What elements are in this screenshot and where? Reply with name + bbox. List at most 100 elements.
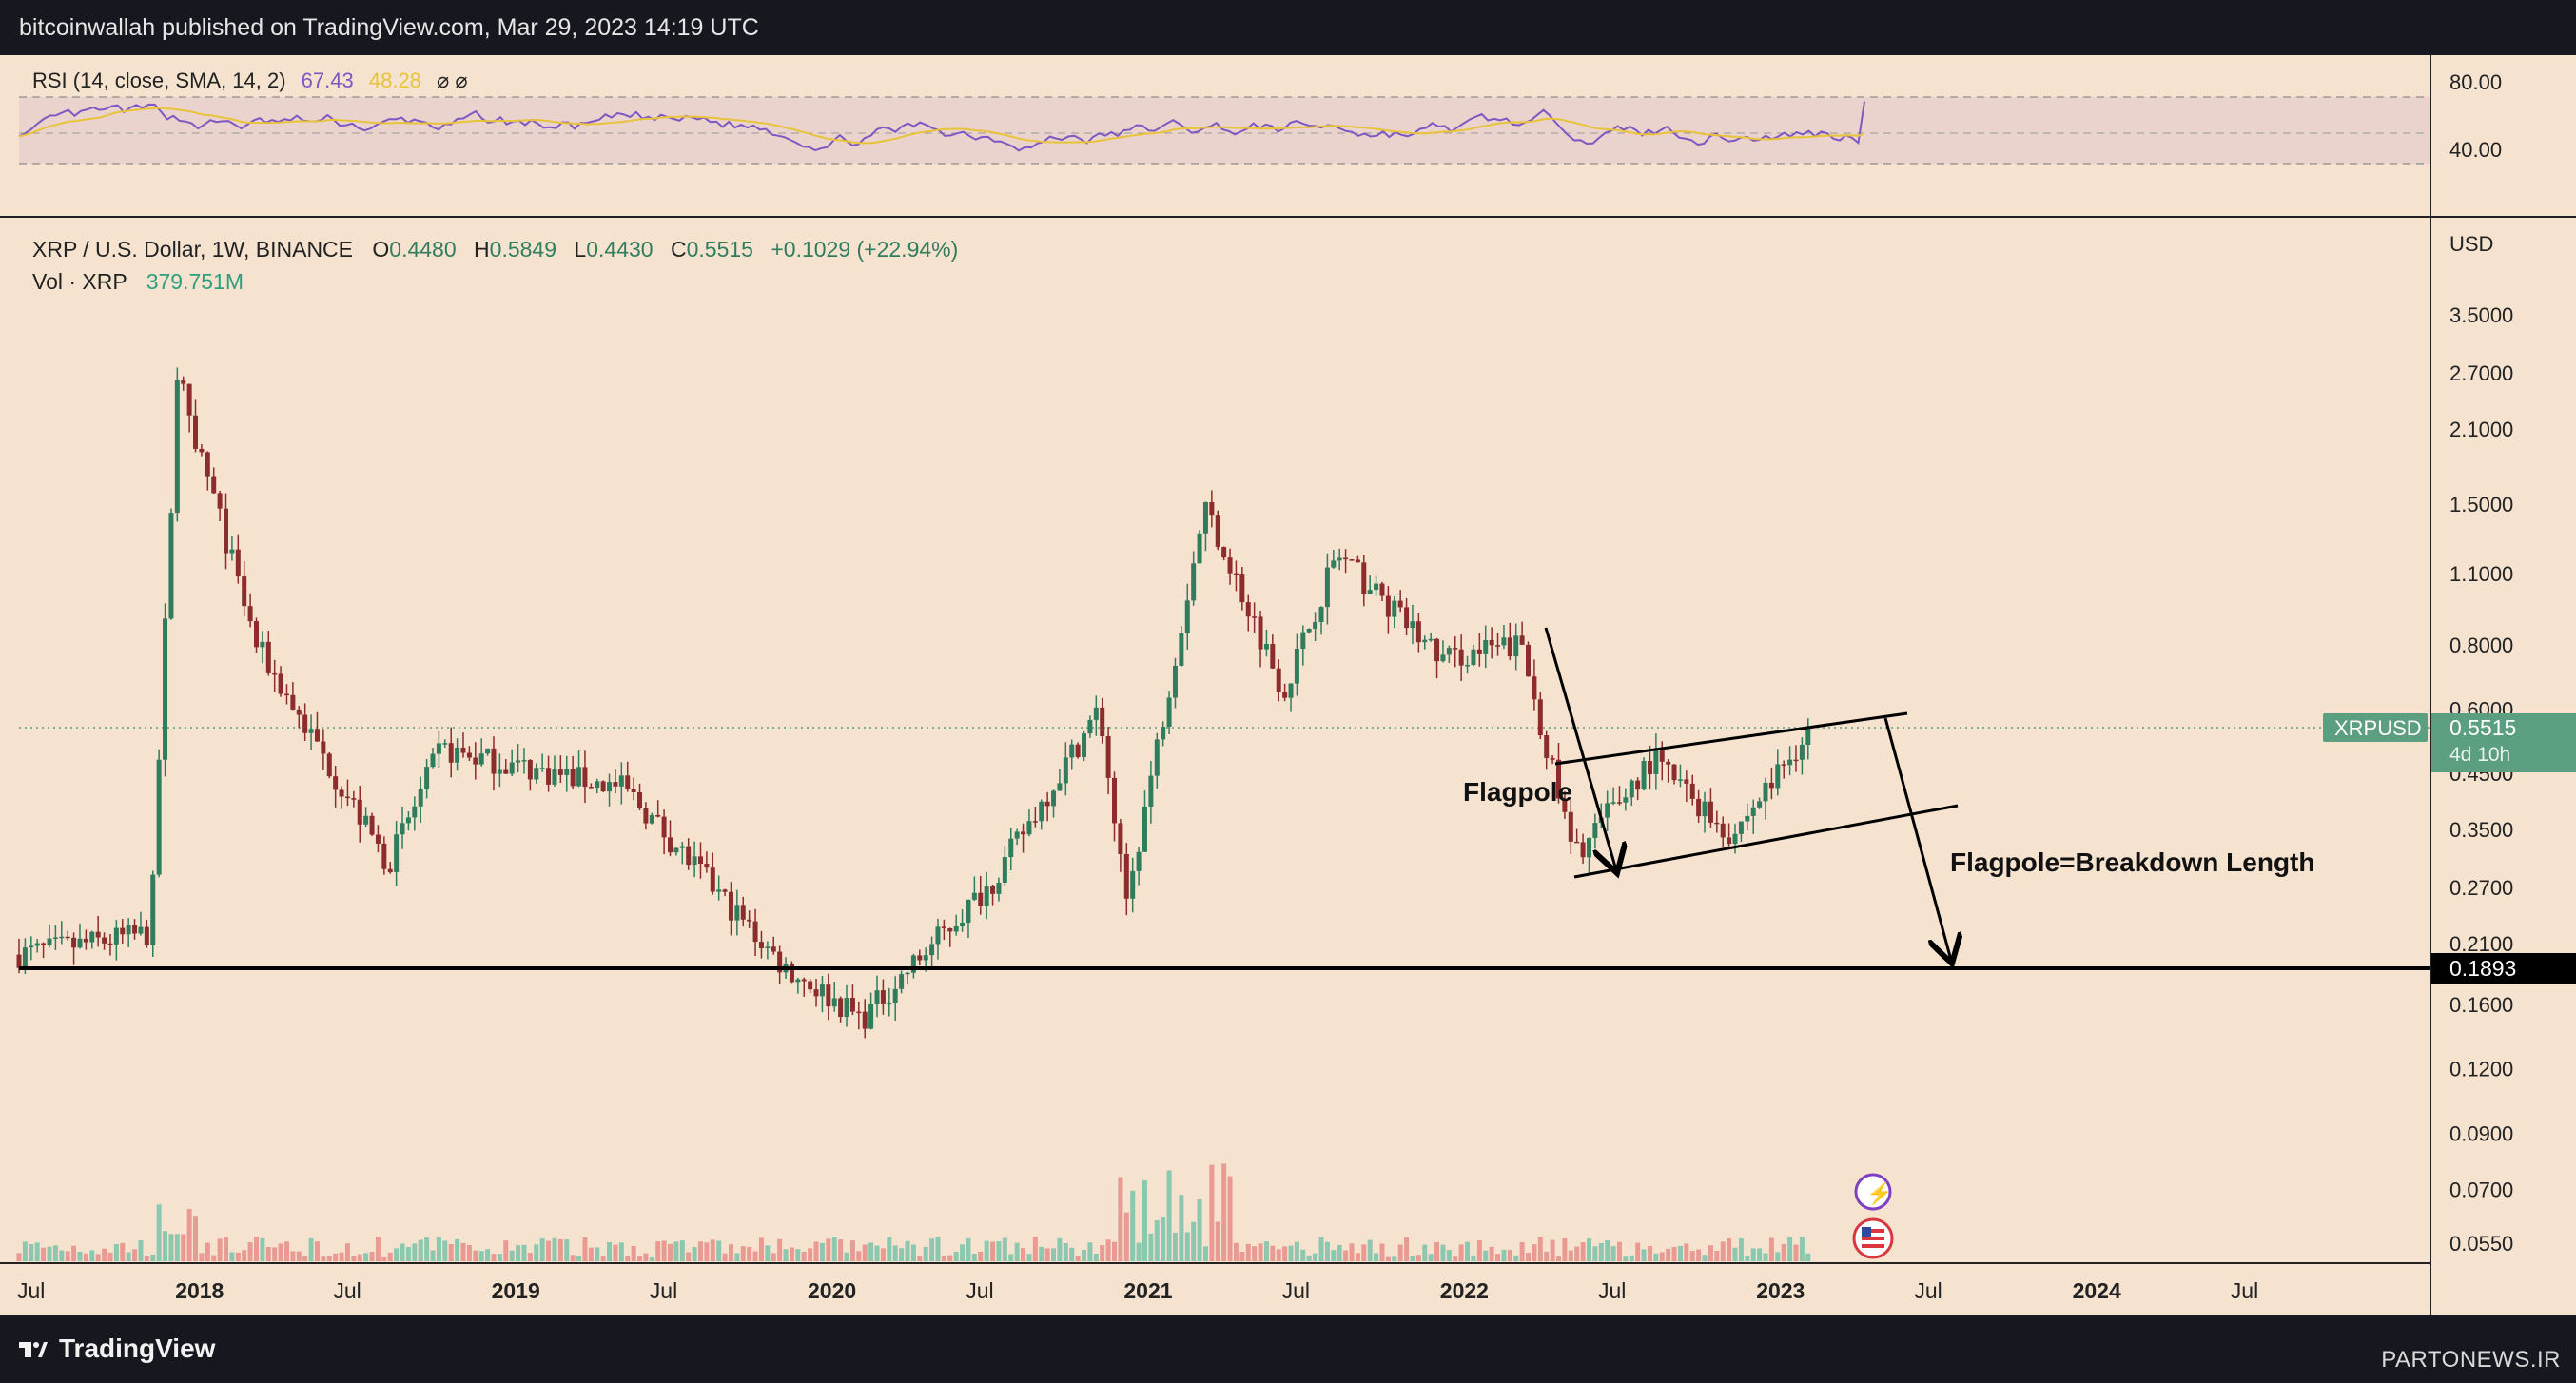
- candle-body: [874, 990, 880, 1005]
- volume-bar: [460, 1242, 466, 1261]
- volume-bar: [905, 1240, 910, 1261]
- candle-body: [52, 937, 58, 939]
- candle-body: [1288, 683, 1294, 698]
- candle-body: [1659, 750, 1665, 762]
- volume-series: [16, 1163, 1811, 1261]
- candle-body: [1415, 621, 1421, 643]
- volume-bar: [1507, 1250, 1512, 1261]
- volume-bar: [910, 1244, 916, 1261]
- candle-body: [102, 937, 107, 944]
- price-axis-area: [2430, 55, 2576, 1315]
- volume-bar: [1130, 1190, 1136, 1261]
- volume-bar: [1063, 1242, 1068, 1261]
- candle-body: [1483, 640, 1489, 654]
- volume-bar: [704, 1242, 710, 1261]
- volume-bar: [1075, 1256, 1081, 1261]
- volume-bar: [1002, 1237, 1007, 1261]
- candle-body: [1684, 779, 1689, 784]
- candle-body: [1324, 567, 1330, 608]
- candle-body: [649, 814, 654, 824]
- flag-upper-line[interactable]: [1554, 711, 1908, 766]
- volume-bar: [387, 1252, 393, 1261]
- volume-bar: [52, 1245, 58, 1261]
- volume-bar: [1653, 1253, 1659, 1261]
- volume-bar: [856, 1251, 862, 1261]
- volume-bar: [527, 1253, 533, 1261]
- candle-body: [247, 606, 253, 622]
- volume-bar: [734, 1253, 740, 1261]
- candle-body: [363, 815, 369, 825]
- lightning-icon[interactable]: [1854, 1173, 1892, 1211]
- candle-body: [168, 513, 174, 619]
- volume-bar: [868, 1242, 874, 1261]
- candle-body: [265, 641, 271, 673]
- candle-body: [260, 641, 265, 648]
- candle-body: [722, 889, 728, 892]
- volume-bar: [1252, 1246, 1258, 1261]
- close-value: 0.5515: [687, 237, 753, 262]
- volume-bar: [247, 1242, 253, 1261]
- candle-body: [516, 760, 521, 763]
- volume-bar: [1349, 1243, 1355, 1261]
- candle-body: [1361, 562, 1367, 594]
- candle-body: [1677, 779, 1683, 781]
- candle-body: [181, 380, 186, 384]
- candle-body: [1197, 533, 1202, 564]
- candle-body: [1781, 764, 1786, 766]
- candle-body: [661, 816, 667, 838]
- candle-body: [205, 452, 210, 477]
- volume-bar: [1684, 1243, 1689, 1261]
- flagpole-arrow[interactable]: [1544, 627, 1617, 873]
- volume-bar: [722, 1253, 728, 1261]
- candle-body: [600, 781, 606, 792]
- volume-bar: [570, 1255, 576, 1261]
- event-icons[interactable]: ⚡: [1852, 1173, 1894, 1259]
- volume-bar: [442, 1240, 448, 1261]
- open-label: O: [372, 237, 389, 262]
- flag-lower-line[interactable]: [1573, 804, 1959, 879]
- tradingview-logo[interactable]: TradingView: [19, 1334, 215, 1364]
- candle-body: [1306, 628, 1312, 633]
- volume-bar: [1008, 1254, 1014, 1261]
- candle-body: [193, 415, 199, 449]
- volume-bar: [363, 1253, 369, 1261]
- chart-canvas[interactable]: RSI (14, close, SMA, 14, 2) 67.43 48.28 …: [0, 55, 2576, 1315]
- rsi-label-text: RSI (14, close, SMA, 14, 2): [32, 68, 286, 92]
- volume-bar: [1039, 1246, 1044, 1261]
- candle-body: [631, 789, 636, 792]
- candle-body: [1392, 600, 1397, 617]
- candle-body: [1458, 649, 1464, 666]
- volume-bar: [655, 1241, 661, 1261]
- candle-body: [1422, 639, 1428, 643]
- candle-body: [984, 886, 989, 906]
- flag-pattern-drawing[interactable]: [1544, 627, 1959, 964]
- candle-body: [1714, 822, 1720, 825]
- volume-bar: [272, 1247, 278, 1261]
- candle-body: [1331, 560, 1337, 568]
- volume-bar: [65, 1251, 70, 1261]
- candle-body: [1793, 759, 1799, 762]
- flag-canton: [1862, 1227, 1871, 1237]
- volume-bar: [509, 1250, 515, 1261]
- breakdown-arrow[interactable]: [1883, 717, 1952, 964]
- candle-body: [1172, 665, 1178, 698]
- candle-body: [1063, 757, 1068, 784]
- candle-body: [211, 476, 217, 494]
- volume-bar: [1184, 1232, 1190, 1261]
- volume-bar: [1105, 1239, 1111, 1261]
- volume-bar: [1233, 1242, 1239, 1261]
- price-tick-label: 0.2100: [2449, 932, 2513, 956]
- volume-bar: [150, 1254, 156, 1261]
- volume-bar: [1453, 1256, 1458, 1261]
- volume-label: Vol · XRP: [32, 269, 127, 294]
- volume-bar: [34, 1242, 40, 1261]
- price-axis-ticks: 3.50002.70002.10001.50001.10000.80000.60…: [2449, 303, 2513, 1256]
- volume-bar: [296, 1251, 302, 1261]
- candle-body: [1507, 637, 1512, 657]
- candle-body: [229, 549, 235, 554]
- candle-body: [83, 938, 88, 943]
- volume-bar: [321, 1256, 326, 1261]
- volume-bar: [1337, 1244, 1342, 1261]
- candle-body: [795, 979, 801, 983]
- candle-body: [910, 955, 916, 973]
